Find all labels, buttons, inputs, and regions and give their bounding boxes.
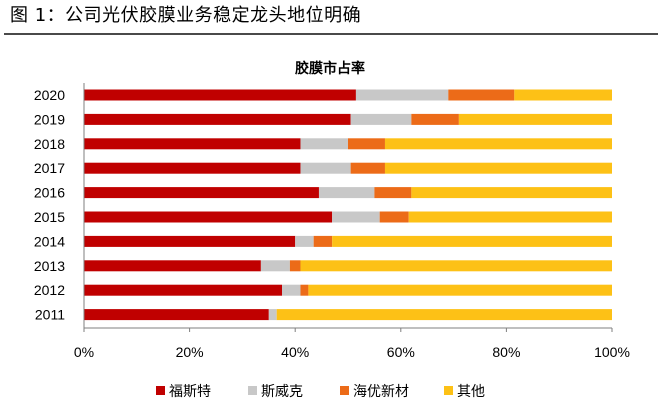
x-tick-label: 20% [176, 344, 204, 360]
legend-label: 其他 [457, 384, 485, 400]
bar-segment-2012-0 [84, 284, 282, 296]
bar-segment-2014-2 [313, 235, 333, 247]
bar-segment-2020-1 [355, 89, 449, 101]
legend-item-0: 福斯特 [156, 384, 211, 400]
bars-group [84, 89, 612, 321]
bar-segment-2019-3 [458, 113, 612, 125]
legend-item-2: 海优新材 [340, 384, 409, 400]
bar-row-2019 [84, 113, 612, 125]
y-tick-label: 2017 [34, 160, 65, 176]
bar-segment-2019-2 [411, 113, 459, 125]
bar-segment-2014-3 [332, 235, 612, 247]
chart-title: 胶膜市占率 [295, 60, 365, 77]
bar-segment-2019-0 [84, 113, 351, 125]
bar-segment-2017-1 [300, 162, 351, 174]
bar-segment-2012-2 [300, 284, 309, 296]
bar-segment-2011-3 [276, 309, 612, 321]
bar-segment-2017-2 [350, 162, 385, 174]
bar-segment-2015-2 [379, 211, 409, 223]
legend-swatch [444, 386, 453, 395]
bar-segment-2018-3 [384, 138, 612, 150]
y-tick-label: 2015 [34, 209, 65, 225]
bar-segment-2012-1 [282, 284, 301, 296]
bar-segment-2018-0 [84, 138, 301, 150]
bar-segment-2016-1 [318, 187, 375, 199]
bar-segment-2019-1 [350, 113, 412, 125]
legend-item-3: 其他 [444, 384, 485, 400]
y-tick-label: 2020 [34, 87, 65, 103]
bar-segment-2020-2 [448, 89, 515, 101]
bar-segment-2013-2 [289, 260, 301, 272]
y-tick-label: 2012 [34, 282, 65, 298]
caption-divider [4, 33, 658, 35]
bar-segment-2015-0 [84, 211, 333, 223]
bar-row-2015 [84, 211, 612, 223]
legend-label: 福斯特 [169, 384, 211, 400]
bar-segment-2015-1 [332, 211, 380, 223]
y-axis-labels: 2020 2019 2018 2017 2016 2015 2014 2013 2012 2011 [34, 87, 65, 323]
bar-segment-2011-1 [268, 309, 277, 321]
y-tick-label: 2016 [34, 185, 65, 201]
legend-label: 斯威克 [261, 384, 303, 400]
bar-segment-2014-1 [295, 235, 314, 247]
bar-segment-2018-1 [300, 138, 348, 150]
bar-row-2013 [84, 260, 612, 272]
bar-segment-2013-1 [260, 260, 290, 272]
bar-segment-2013-0 [84, 260, 261, 272]
bar-segment-2014-0 [84, 235, 296, 247]
bar-row-2012 [84, 284, 612, 296]
bar-segment-2016-3 [411, 187, 612, 199]
x-tick-label: 80% [492, 344, 520, 360]
x-tick-label: 40% [281, 344, 309, 360]
bar-segment-2012-3 [308, 284, 612, 296]
legend-swatch [248, 386, 257, 395]
y-tick-label: 2018 [34, 136, 65, 152]
bar-row-2011 [84, 309, 612, 321]
bar-row-2020 [84, 89, 612, 101]
y-tick-label: 2014 [34, 233, 65, 249]
bar-segment-2015-3 [408, 211, 612, 223]
bar-segment-2020-3 [514, 89, 612, 101]
y-tick-label: 2019 [34, 111, 65, 127]
x-tick-label: 100% [594, 344, 630, 360]
bar-segment-2016-2 [374, 187, 412, 199]
bar-segment-2017-3 [384, 162, 612, 174]
bar-segment-2017-0 [84, 162, 301, 174]
legend-label: 海优新材 [353, 384, 409, 400]
x-axis: 0% 20% 40% 60% 80% 100% [74, 83, 630, 360]
bar-row-2018 [84, 138, 612, 150]
bar-segment-2018-2 [348, 138, 385, 150]
bar-segment-2016-0 [84, 187, 319, 199]
legend-item-1: 斯威克 [248, 384, 303, 400]
bar-segment-2011-0 [84, 309, 269, 321]
figure-caption: 图 1：公司光伏胶膜业务稳定龙头地位明确 [10, 5, 362, 26]
y-tick-label: 2013 [34, 258, 65, 274]
legend-swatch [156, 386, 165, 395]
legend-swatch [340, 386, 349, 395]
x-tick-label: 60% [387, 344, 415, 360]
x-tick-label: 0% [74, 344, 94, 360]
bar-row-2016 [84, 187, 612, 199]
legend: 福斯特 斯威克 海优新材 其他 [156, 384, 485, 400]
bar-row-2014 [84, 235, 612, 247]
y-tick-label: 2011 [35, 307, 65, 323]
bar-row-2017 [84, 162, 612, 174]
bar-segment-2013-3 [300, 260, 612, 272]
bar-segment-2020-0 [84, 89, 356, 101]
